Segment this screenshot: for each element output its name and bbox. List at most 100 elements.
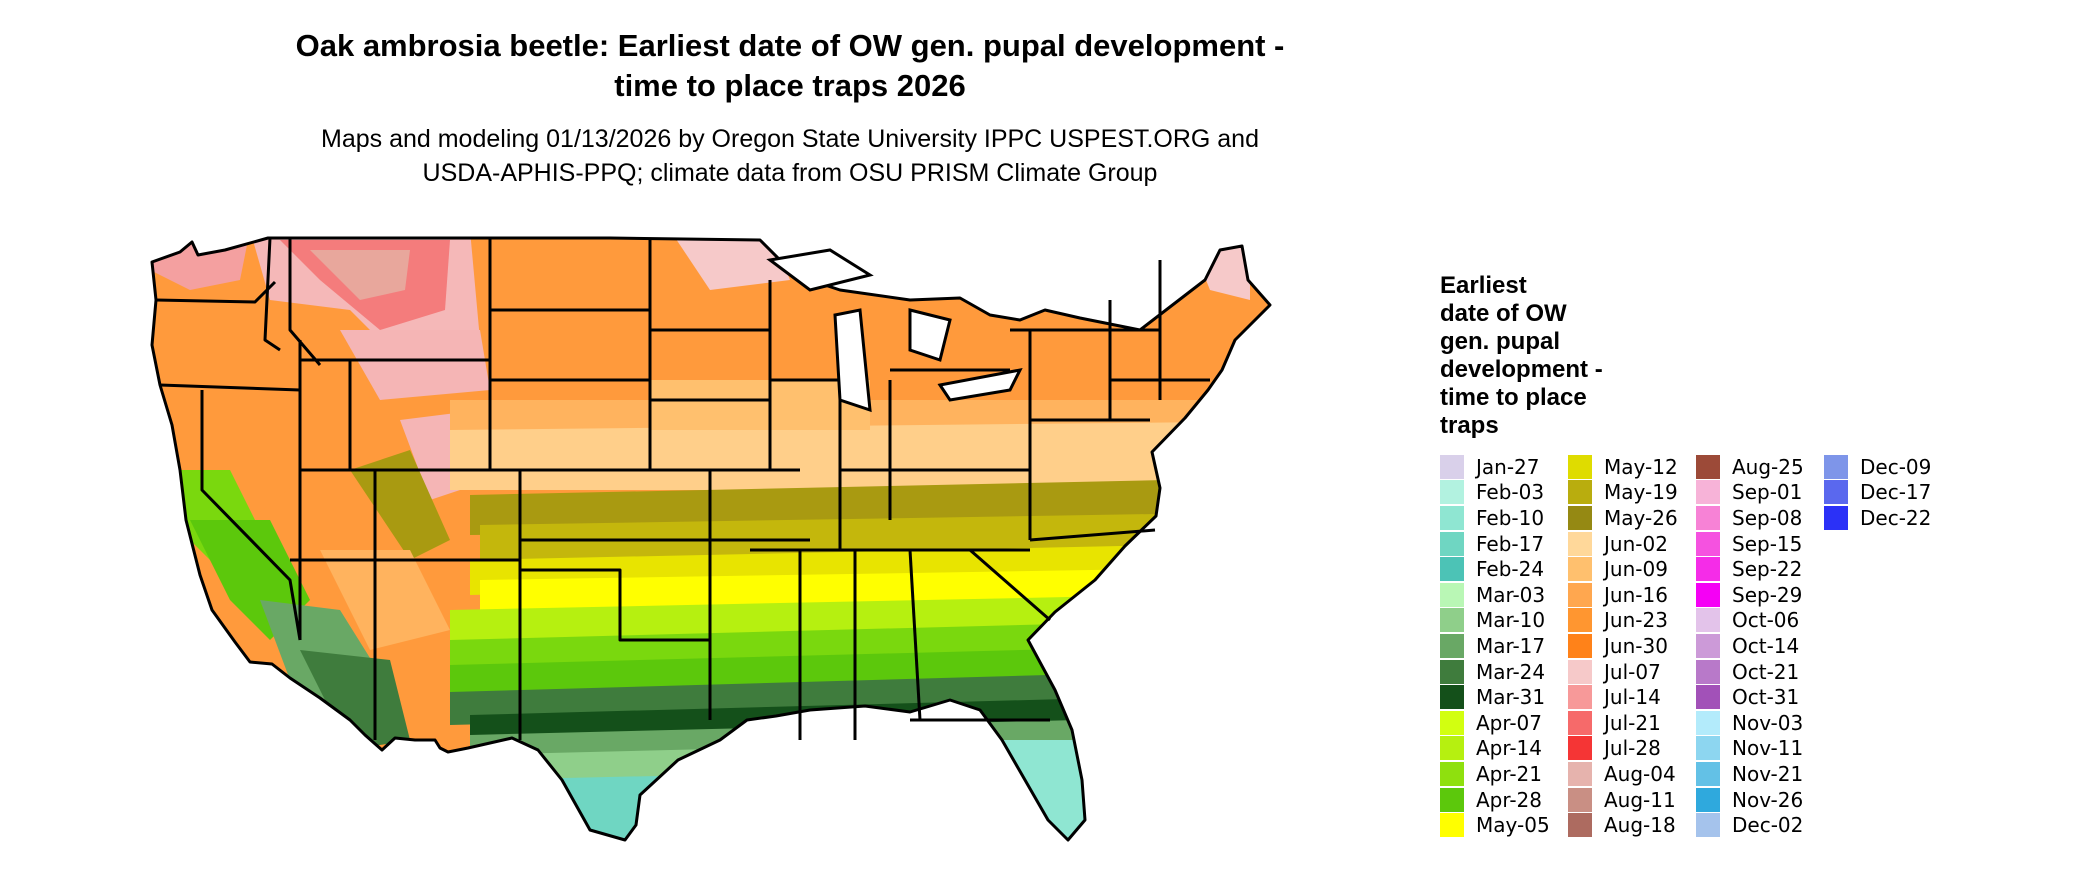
legend-item: Sep-08 — [1696, 505, 1802, 531]
legend-label: Nov-11 — [1732, 736, 1804, 761]
legend-item: Feb-17 — [1440, 531, 1544, 557]
legend-swatch — [1568, 736, 1592, 761]
border-ok-tx — [520, 568, 710, 642]
legend-item: Jun-23 — [1568, 608, 1668, 634]
legend-label: Jul-14 — [1604, 685, 1661, 710]
legend-label: Oct-06 — [1732, 608, 1800, 633]
legend-item: Apr-14 — [1440, 736, 1542, 762]
legend-swatch — [1696, 633, 1720, 658]
legend-swatch — [1568, 531, 1592, 556]
legend-title: Earliest date of OW gen. pupal developme… — [1440, 272, 1680, 440]
legend-swatch — [1696, 505, 1720, 530]
great-lakes — [766, 248, 1023, 413]
legend-item: Dec-09 — [1824, 454, 1931, 480]
us-map-svg — [150, 236, 1272, 842]
legend-swatch — [1568, 787, 1592, 812]
legend-item: Apr-07 — [1440, 710, 1542, 736]
legend-label: Jun-23 — [1604, 608, 1668, 633]
legend-swatch — [1696, 531, 1720, 556]
legend-swatch — [1568, 710, 1592, 735]
legend-item: Jun-16 — [1568, 582, 1668, 608]
legend-label: Feb-10 — [1476, 505, 1545, 530]
legend-item: Sep-15 — [1696, 531, 1802, 557]
legend-item: Sep-29 — [1696, 582, 1802, 608]
legend-item: Nov-21 — [1696, 761, 1803, 787]
legend-label: Jun-09 — [1604, 557, 1668, 582]
legend-swatch — [1696, 582, 1720, 607]
legend-item: Jun-02 — [1568, 531, 1668, 557]
legend-label: Apr-14 — [1476, 736, 1542, 761]
legend-item: Feb-03 — [1440, 480, 1544, 506]
legend-item: Aug-18 — [1568, 812, 1676, 838]
map-subtitle: Maps and modeling 01/13/2026 by Oregon S… — [220, 122, 1360, 190]
legend-swatch — [1696, 736, 1720, 761]
legend-label: Jul-28 — [1604, 736, 1661, 761]
legend-swatch — [1568, 557, 1592, 582]
legend-title-line: traps — [1440, 412, 1499, 439]
legend-item: Jul-07 — [1568, 659, 1661, 685]
legend-label: May-26 — [1604, 505, 1678, 530]
legend-swatch — [1696, 480, 1720, 505]
legend-swatch — [1696, 659, 1720, 684]
lake-superior — [766, 248, 874, 292]
legend-title-line: time to place — [1440, 384, 1587, 411]
legend-item: Jul-14 — [1568, 684, 1661, 710]
legend-label: Mar-17 — [1476, 633, 1546, 658]
legend-label: Dec-22 — [1860, 505, 1932, 530]
legend-label: Sep-22 — [1732, 557, 1803, 582]
legend-swatch — [1568, 582, 1592, 607]
legend-title-line: development - — [1440, 356, 1603, 383]
legend-swatch — [1440, 582, 1464, 607]
legend-label: Sep-29 — [1732, 582, 1803, 607]
legend-swatch — [1824, 454, 1848, 479]
legend-item: Dec-02 — [1696, 812, 1803, 838]
legend-swatch — [1824, 505, 1848, 530]
border-id-mt — [288, 238, 322, 366]
legend-item: Jun-09 — [1568, 556, 1668, 582]
phenology-bands — [152, 238, 1270, 840]
legend-item: Sep-22 — [1696, 556, 1802, 582]
legend-item: Feb-10 — [1440, 505, 1544, 531]
legend-item: Jun-30 — [1568, 633, 1668, 659]
legend-item: Sep-01 — [1696, 480, 1802, 506]
map-title-line-1: Oak ambrosia beetle: Earliest date of OW… — [295, 28, 1285, 63]
legend-swatch — [1440, 685, 1464, 710]
legend-label: Jun-16 — [1604, 582, 1668, 607]
legend-swatch — [1440, 787, 1464, 812]
map-legend: Earliest date of OW gen. pupal developme… — [1440, 272, 2060, 844]
legend-label: Mar-10 — [1476, 608, 1546, 633]
legend-title-line: gen. pupal — [1440, 328, 1560, 355]
legend-swatch — [1440, 557, 1464, 582]
legend-swatch — [1568, 505, 1592, 530]
legend-swatch — [1568, 633, 1592, 658]
legend-label: Mar-31 — [1476, 685, 1546, 710]
lake-michigan — [833, 308, 872, 413]
legend-swatch — [1696, 454, 1720, 479]
legend-label: Sep-01 — [1732, 480, 1803, 505]
map-title-line-2: time to place traps 2026 — [614, 68, 966, 103]
legend-swatch — [1440, 761, 1464, 786]
legend-item: Feb-24 — [1440, 556, 1544, 582]
legend-label: Jul-21 — [1604, 710, 1661, 735]
legend-item: Oct-21 — [1696, 659, 1799, 685]
us-phenology-map — [150, 220, 1400, 890]
legend-item: Jul-28 — [1568, 736, 1661, 762]
legend-label: Aug-18 — [1604, 813, 1676, 838]
map-subtitle-line-2: USDA-APHIS-PPQ; climate data from OSU PR… — [422, 159, 1158, 187]
border-al-ga — [908, 549, 922, 721]
legend-item: Dec-22 — [1824, 505, 1931, 531]
border-ca-nv — [200, 390, 302, 641]
lake-huron — [908, 308, 952, 362]
state-boundaries — [150, 236, 1272, 842]
legend-label: Sep-15 — [1732, 531, 1803, 556]
border-or-ca-nv — [159, 383, 301, 392]
border-id-west — [263, 237, 281, 352]
legend-swatch — [1568, 761, 1592, 786]
legend-item: May-19 — [1568, 480, 1678, 506]
legend-item: Aug-25 — [1696, 454, 1804, 480]
legend-swatch — [1568, 480, 1592, 505]
legend-item: Jan-27 — [1440, 454, 1540, 480]
legend-label: May-12 — [1604, 454, 1678, 479]
legend-swatch — [1568, 608, 1592, 633]
legend-label: May-05 — [1476, 813, 1550, 838]
